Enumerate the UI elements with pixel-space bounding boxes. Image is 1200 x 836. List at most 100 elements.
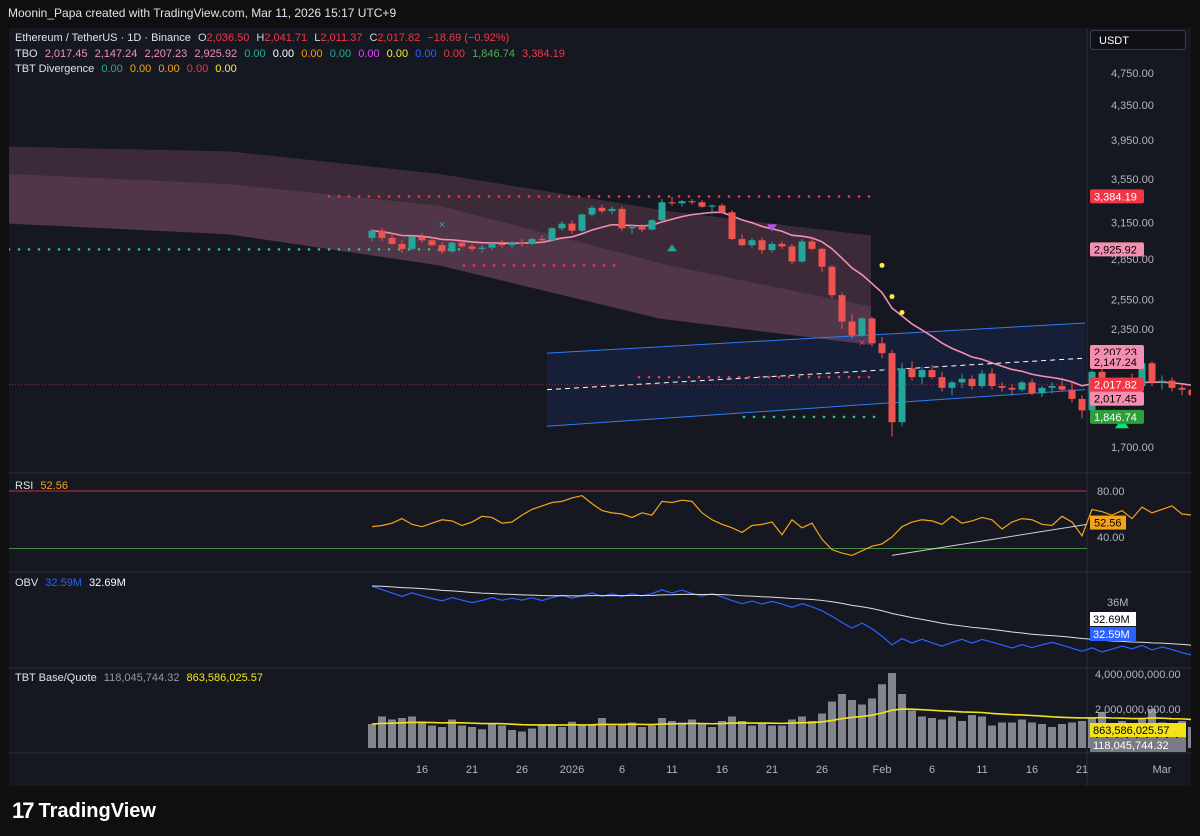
resistance-dot	[437, 195, 441, 198]
candle	[818, 247, 826, 272]
support-dot	[107, 248, 111, 251]
resistance-dot	[537, 195, 541, 198]
obv-legend[interactable]: OBV 32.59M 32.69M	[15, 577, 130, 589]
tbo-value: 2,147.24	[94, 48, 138, 60]
tbo-legend[interactable]: TBO 2,017.45 2,147.24 2,207.23 2,925.92 …	[15, 48, 569, 60]
rsi-tick-label: 40.00	[1097, 532, 1125, 544]
y-tick-label: 2,350.00	[1111, 324, 1154, 336]
volume-bar	[648, 725, 656, 748]
x-tick-label: 16	[416, 764, 428, 776]
candle	[1158, 375, 1166, 390]
volume-bar	[848, 700, 856, 748]
y-tick-label: 4,750.00	[1111, 68, 1154, 80]
high-value: 2,041.71	[264, 32, 308, 44]
support-dot	[832, 415, 836, 419]
resistance-dot	[737, 375, 741, 379]
tbt-volume-value-yellow: 863,586,025.57	[186, 672, 263, 684]
tbo-value: 0.00	[358, 48, 380, 60]
volume-bar	[388, 719, 396, 748]
candle	[808, 237, 816, 251]
tbo-value: 2,207.23	[144, 48, 188, 60]
resistance-dot	[502, 264, 506, 267]
chart-canvas[interactable]: × × 4,750.00 4,350.00 3,950.00 3,550.00 3,150.…	[9, 28, 1191, 786]
tbt-volume-label: TBT Base/Quote	[15, 672, 97, 684]
tbt-divergence-legend[interactable]: TBT Divergence 0.00 0.00 0.00 0.00 0.00	[15, 63, 241, 75]
resistance-dot	[657, 375, 661, 379]
resistance-dot	[647, 195, 651, 198]
volume-bar	[568, 721, 576, 748]
candle	[648, 219, 656, 231]
x-tick-label: 11	[666, 764, 677, 776]
volume-bar	[748, 725, 756, 748]
volume-bar	[658, 718, 666, 748]
cross-signal-icon: ×	[858, 336, 865, 350]
cross-signal-icon: ×	[438, 217, 445, 231]
resistance-dot	[837, 375, 841, 379]
resistance-dot	[717, 195, 721, 198]
resistance-dot	[827, 375, 831, 379]
support-dot	[742, 415, 746, 419]
resistance-dot	[592, 264, 596, 267]
rsi-trendline	[891, 523, 1088, 556]
volume-bar	[508, 730, 516, 748]
currency-button[interactable]: USDT	[1090, 30, 1186, 50]
support-dot	[87, 248, 91, 251]
resistance-dot	[747, 375, 751, 379]
resistance-dot	[397, 195, 401, 198]
resistance-dot	[492, 264, 496, 267]
symbol-legend[interactable]: Ethereum / TetherUS · 1D · Binance O2,03…	[15, 32, 513, 44]
volume-bar	[408, 716, 416, 748]
resistance-dot	[707, 195, 711, 198]
x-tick-label: 11	[976, 764, 987, 776]
resistance-dot	[387, 195, 391, 198]
volume-bar	[738, 721, 746, 748]
x-tick-label: 21	[1076, 764, 1088, 776]
support-dot	[347, 248, 351, 251]
candle	[548, 227, 556, 242]
support-dot	[257, 248, 261, 251]
candle	[1188, 389, 1191, 396]
low-value: 2,011.37	[320, 32, 363, 44]
volume-bar	[998, 722, 1006, 748]
support-dot	[852, 415, 856, 419]
volume-tick-label: 4,000,000,000.00	[1095, 669, 1181, 681]
support-dot	[177, 248, 181, 251]
rsi-legend[interactable]: RSI 52.56	[15, 480, 72, 492]
candle	[848, 313, 856, 339]
candle	[528, 237, 536, 246]
volume-bar	[628, 722, 636, 748]
x-tick-label: 16	[716, 764, 728, 776]
resistance-dot	[327, 195, 331, 198]
volume-bar	[598, 718, 606, 748]
volume-bar	[448, 719, 456, 748]
volume-bar	[1048, 727, 1056, 748]
y-tick-label: 3,550.00	[1111, 174, 1154, 186]
volume-bar	[1078, 721, 1086, 748]
volume-bar	[1018, 719, 1026, 748]
svg-text:118,045,744.32: 118,045,744.32	[1093, 740, 1169, 752]
resistance-dot	[757, 195, 761, 198]
resistance-dot	[847, 195, 851, 198]
candle	[878, 336, 886, 359]
support-dot	[822, 415, 826, 419]
resistance-dot	[582, 264, 586, 267]
x-tick-label: 26	[816, 764, 828, 776]
resistance-dot	[377, 195, 381, 198]
candle	[598, 204, 606, 214]
candle	[918, 366, 926, 385]
chart-frame[interactable]: × × 4,750.00 4,350.00 3,950.00 3,550.00 3,150.…	[9, 28, 1191, 786]
volume-bar	[838, 694, 846, 748]
candle	[928, 364, 936, 379]
x-tick-label: 21	[466, 764, 478, 776]
svg-text:1,846.74: 1,846.74	[1094, 412, 1137, 424]
resistance-dot	[637, 195, 641, 198]
volume-bar	[618, 724, 626, 748]
support-dot	[207, 248, 211, 251]
tbt-volume-legend[interactable]: TBT Base/Quote 118,045,744.32 863,586,02…	[15, 672, 267, 684]
volume-badge-grey: 118,045,744.32	[1090, 738, 1186, 752]
resistance-dot	[807, 195, 811, 198]
volume-bar	[788, 719, 796, 748]
volume-bar	[488, 724, 496, 748]
resistance-dot	[697, 375, 701, 379]
candle	[398, 240, 406, 253]
